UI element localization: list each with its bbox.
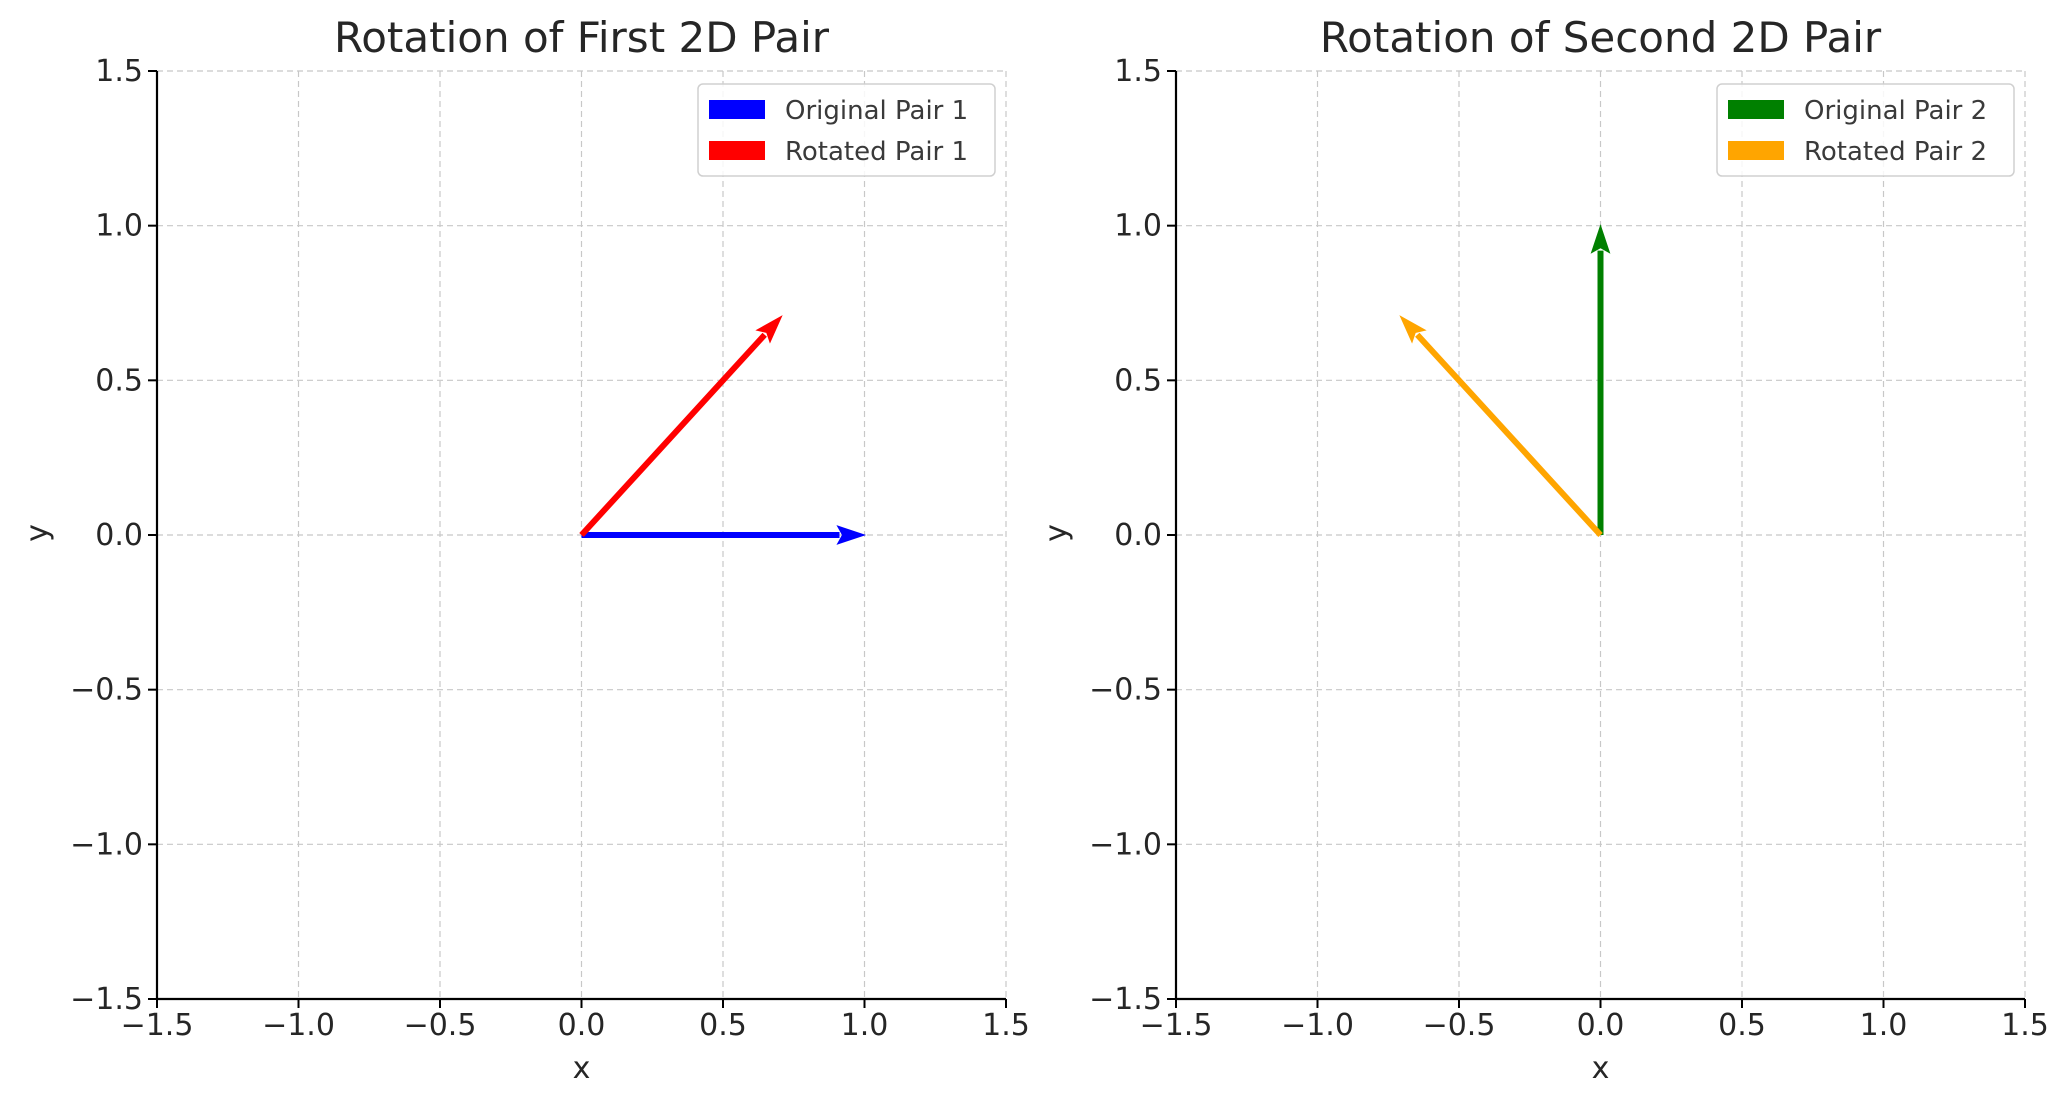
x-tick-label: 0.5: [1718, 1008, 1766, 1043]
legend-box: [697, 83, 996, 177]
chart-panel-1: −1.5 −1.0 −0.5 0.0 0.5 1.0 1.5 −1.5 −1.0 −0.5 0.0 0…: [20, 13, 1030, 1086]
x-tick-label: 0.0: [1577, 1008, 1625, 1043]
x-tick-label: 1.5: [982, 1008, 1030, 1043]
legend: Original Pair 2 Rotated Pair 2: [1716, 83, 2015, 177]
y-tick-label: 0.5: [1114, 363, 1162, 398]
y-tick-label: 1.5: [1114, 54, 1162, 89]
x-axis-label: x: [1592, 1051, 1610, 1086]
legend-label: Rotated Pair 2: [1804, 137, 1987, 167]
legend: Original Pair 1 Rotated Pair 1: [697, 83, 996, 177]
legend-box: [1716, 83, 2015, 177]
legend-label: Original Pair 1: [785, 96, 968, 126]
y-tick-label: −0.5: [1089, 673, 1162, 708]
x-axis-label: x: [573, 1051, 591, 1086]
y-tick-label: −1.5: [70, 982, 143, 1017]
x-tick-label: −1.5: [1140, 1008, 1213, 1043]
legend-swatch: [1728, 100, 1784, 119]
x-tick-label: 1.0: [841, 1008, 889, 1043]
x-tick-label: −1.0: [1281, 1008, 1354, 1043]
y-axis-label: y: [1039, 524, 1074, 542]
x-tick-label: 0.5: [699, 1008, 747, 1043]
y-tick-label: 0.0: [1114, 518, 1162, 553]
arrow-head-1: [1590, 224, 1611, 254]
y-tick-label: 0.5: [95, 363, 143, 398]
legend-swatch: [709, 141, 765, 160]
x-tick-label: −0.5: [1423, 1008, 1496, 1043]
arrow-head-2: [1399, 315, 1427, 344]
legend-swatch: [709, 100, 765, 119]
y-tick-label: 0.0: [95, 518, 143, 553]
chart-panel-2: −1.5 −1.0 −0.5 0.0 0.5 1.0 1.5 −1.5 −1.0 −0.5 0.0 0…: [1039, 13, 2049, 1086]
x-tick-label: 1.5: [2001, 1008, 2049, 1043]
legend-swatch: [1728, 141, 1784, 160]
x-tick-label: −1.5: [121, 1008, 194, 1043]
y-tick-label: 1.0: [1114, 209, 1162, 244]
y-tick-label: 1.5: [95, 54, 143, 89]
y-tick-label: −0.5: [70, 673, 143, 708]
x-tick-label: 0.0: [558, 1008, 606, 1043]
y-tick-label: −1.0: [1089, 827, 1162, 862]
arrow-shaft-2: [579, 332, 767, 538]
arrow-head-2: [755, 315, 783, 344]
x-tick-label: −1.0: [262, 1008, 335, 1043]
arrow-head-1: [836, 525, 867, 545]
y-tick-label: −1.0: [70, 827, 143, 862]
y-tick-label: −1.5: [1089, 982, 1162, 1017]
x-tick-label: −0.5: [404, 1008, 477, 1043]
arrow-shaft-2: [1415, 332, 1603, 538]
x-tick-label: 1.0: [1860, 1008, 1908, 1043]
y-tick-label: 1.0: [95, 209, 143, 244]
chart-title: Rotation of First 2D Pair: [334, 13, 830, 62]
y-axis-label: y: [20, 524, 55, 542]
legend-label: Original Pair 2: [1804, 96, 1987, 126]
legend-label: Rotated Pair 1: [785, 137, 968, 167]
chart-title: Rotation of Second 2D Pair: [1320, 13, 1882, 62]
